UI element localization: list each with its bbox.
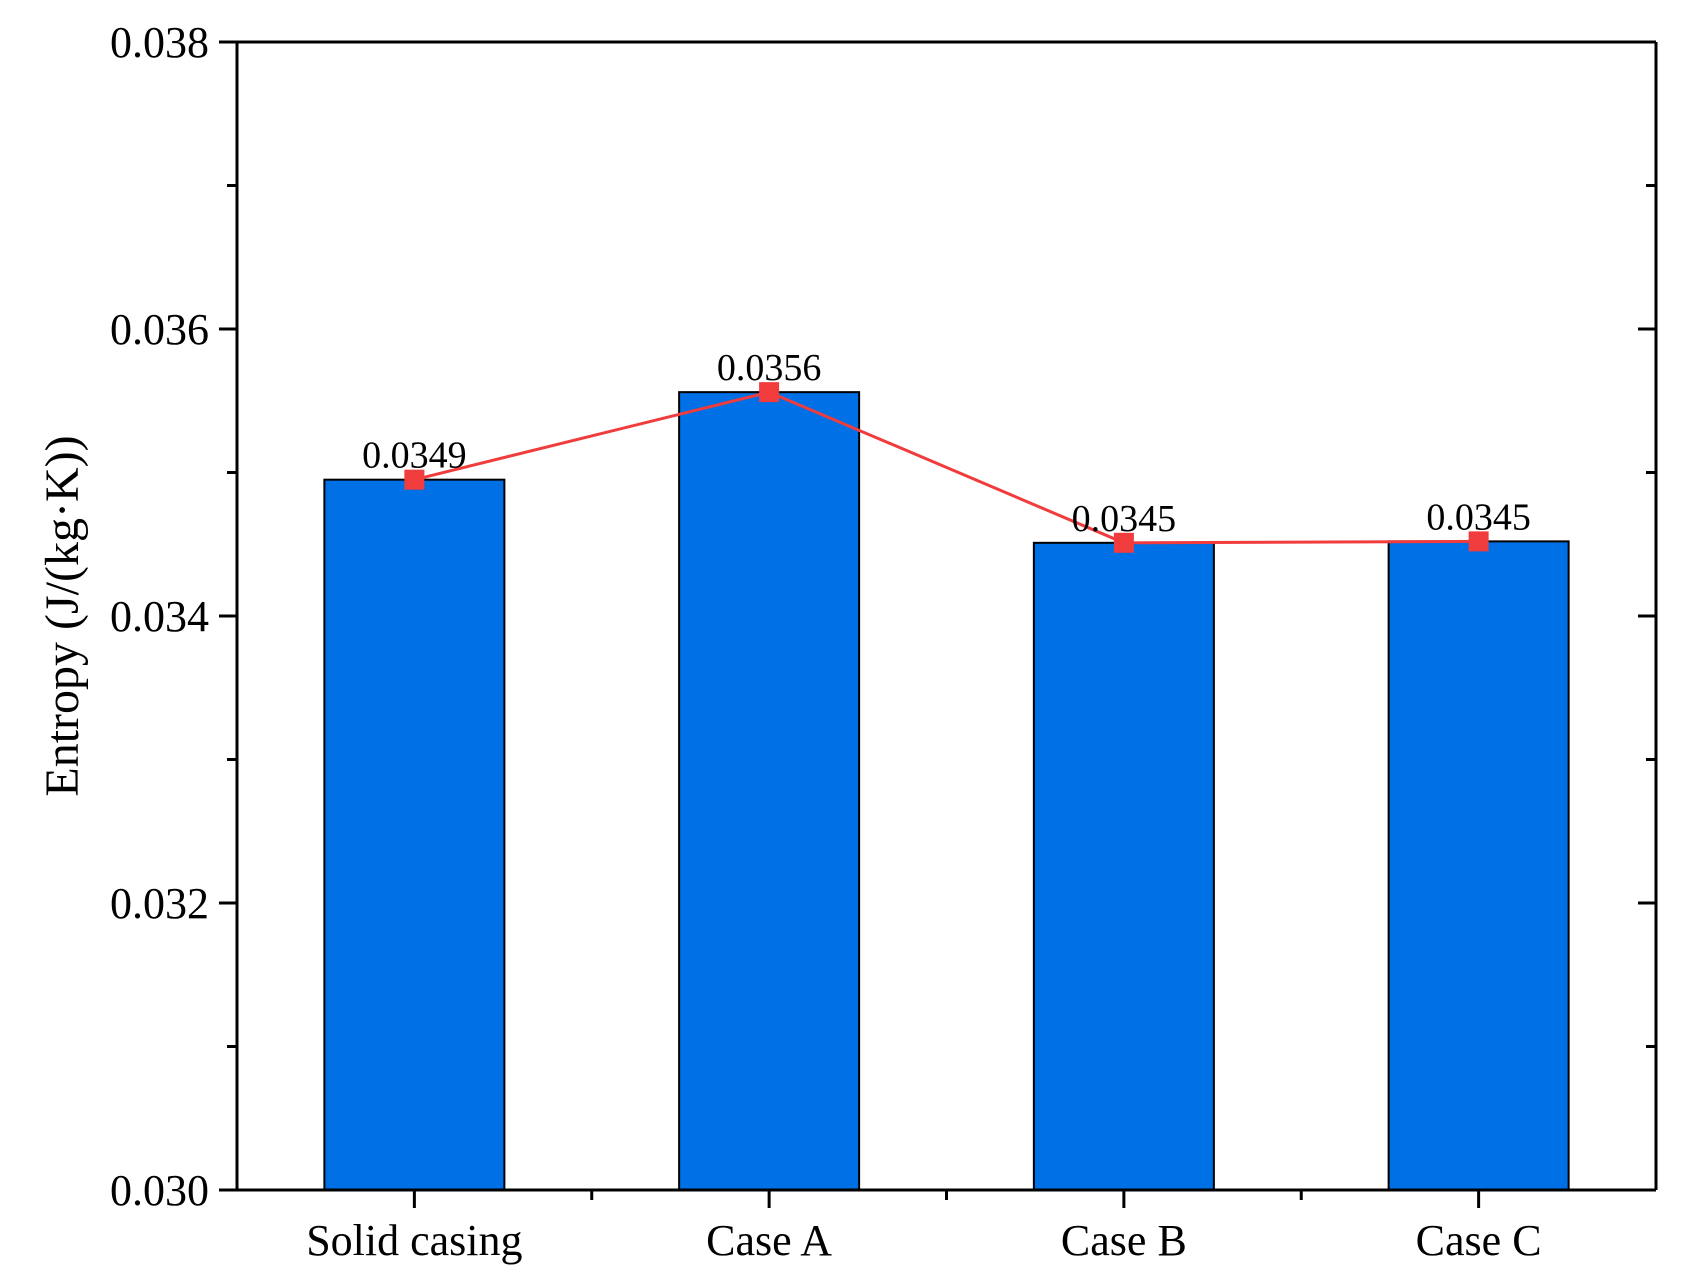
bar-2: [1032, 541, 1215, 1191]
axes-group: 0.030 0.032 0.034 0.036 0.038 Solid casing Cas…: [110, 18, 1658, 1265]
data-label-1: 0.0356: [717, 347, 822, 389]
x-tick-label-1: Case A: [706, 1216, 832, 1265]
data-label-0: 0.0349: [362, 435, 467, 477]
y-tick-label-1: 0.032: [110, 879, 209, 928]
y-axis-title: Entropy (J/(kg·K)): [36, 435, 89, 796]
line-marker-0: [404, 469, 425, 490]
data-labels-group: 0.0349 0.0356 0.0345 0.0345: [362, 347, 1531, 540]
line-marker-1: [759, 382, 780, 403]
bar-3: [1387, 540, 1570, 1191]
data-label-2: 0.0345: [1072, 498, 1177, 540]
line-marker-3: [1468, 531, 1489, 552]
y-tick-label-3: 0.036: [110, 305, 209, 354]
x-tick-label-0: Solid casing: [306, 1216, 522, 1265]
bar-1: [678, 391, 861, 1191]
line-series-group: [404, 382, 1489, 553]
x-tick-label-2: Case B: [1061, 1216, 1187, 1265]
entropy-line: [414, 390, 1479, 545]
y-tick-label-0: 0.030: [110, 1166, 209, 1215]
data-label-3: 0.0345: [1426, 496, 1531, 538]
bars-group: [323, 391, 1570, 1191]
line-marker-2: [1113, 532, 1134, 553]
x-tick-label-3: Case C: [1416, 1216, 1542, 1265]
y-tick-label-2: 0.034: [110, 592, 209, 641]
y-tick-label-4: 0.038: [110, 18, 209, 67]
bar-0: [323, 478, 506, 1191]
